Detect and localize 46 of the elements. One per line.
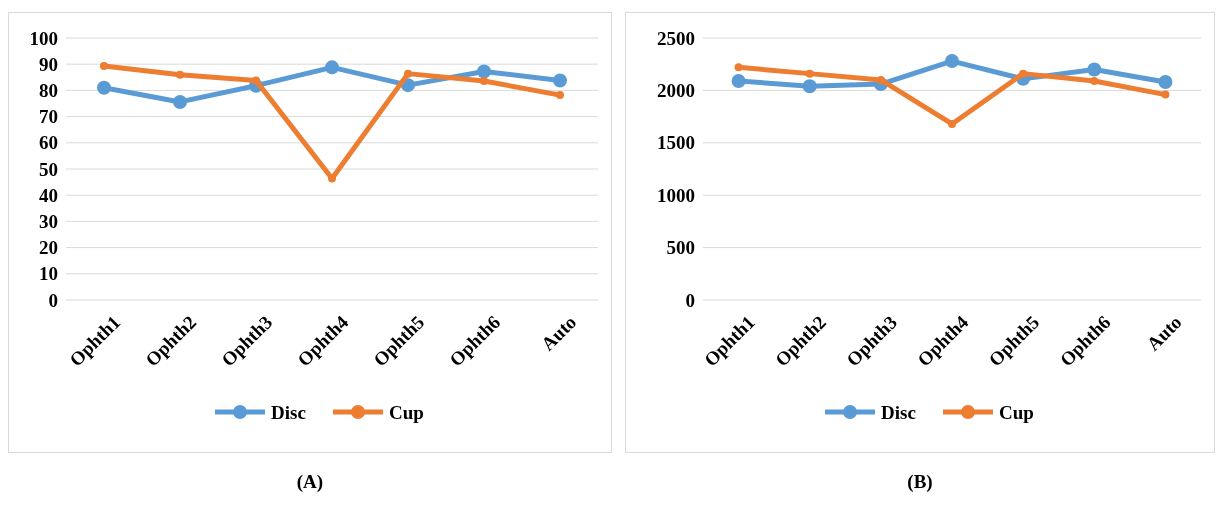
point [948, 119, 956, 128]
point [173, 94, 187, 109]
y-tick-label: 1000 [657, 184, 695, 206]
y-tick-label: 20 [39, 237, 58, 259]
y-tick-label: 100 [29, 27, 58, 49]
point [805, 69, 814, 78]
point [802, 79, 817, 94]
y-tick-label: 500 [666, 237, 695, 259]
text: (A) [296, 471, 324, 493]
point [477, 64, 491, 79]
text: (B) [907, 471, 933, 493]
point [1090, 76, 1099, 85]
point [731, 73, 746, 88]
legend-label: Disc [271, 401, 306, 423]
y-tick-label: 2500 [657, 27, 695, 49]
point [480, 76, 488, 85]
point [97, 80, 111, 95]
point [945, 54, 959, 69]
point [325, 60, 339, 75]
y-tick-label: 50 [39, 158, 58, 180]
y-tick-label: 2000 [657, 80, 695, 102]
y-tick-label: 0 [48, 289, 58, 311]
point [252, 76, 260, 85]
legend-label: Cup [999, 401, 1034, 423]
y-tick-label: 10 [39, 263, 58, 285]
point [1161, 90, 1170, 99]
point [876, 75, 885, 84]
y-tick-label: 1500 [657, 132, 695, 154]
point [176, 70, 184, 79]
y-tick-label: 60 [39, 132, 58, 154]
y-tick-label: 30 [39, 211, 58, 233]
legend-label: Cup [389, 401, 424, 423]
point [734, 63, 743, 72]
point [1087, 62, 1102, 77]
legend-label: Disc [881, 401, 916, 423]
point [553, 73, 567, 88]
point [1158, 75, 1173, 90]
point [100, 62, 108, 71]
y-tick-label: 80 [39, 80, 58, 102]
point [1019, 69, 1028, 78]
y-tick-label: 70 [39, 106, 58, 128]
y-tick-label: 40 [39, 184, 58, 206]
point [404, 69, 412, 78]
y-tick-label: 0 [685, 289, 695, 311]
y-tick-label: 90 [39, 53, 58, 75]
point [556, 91, 564, 100]
